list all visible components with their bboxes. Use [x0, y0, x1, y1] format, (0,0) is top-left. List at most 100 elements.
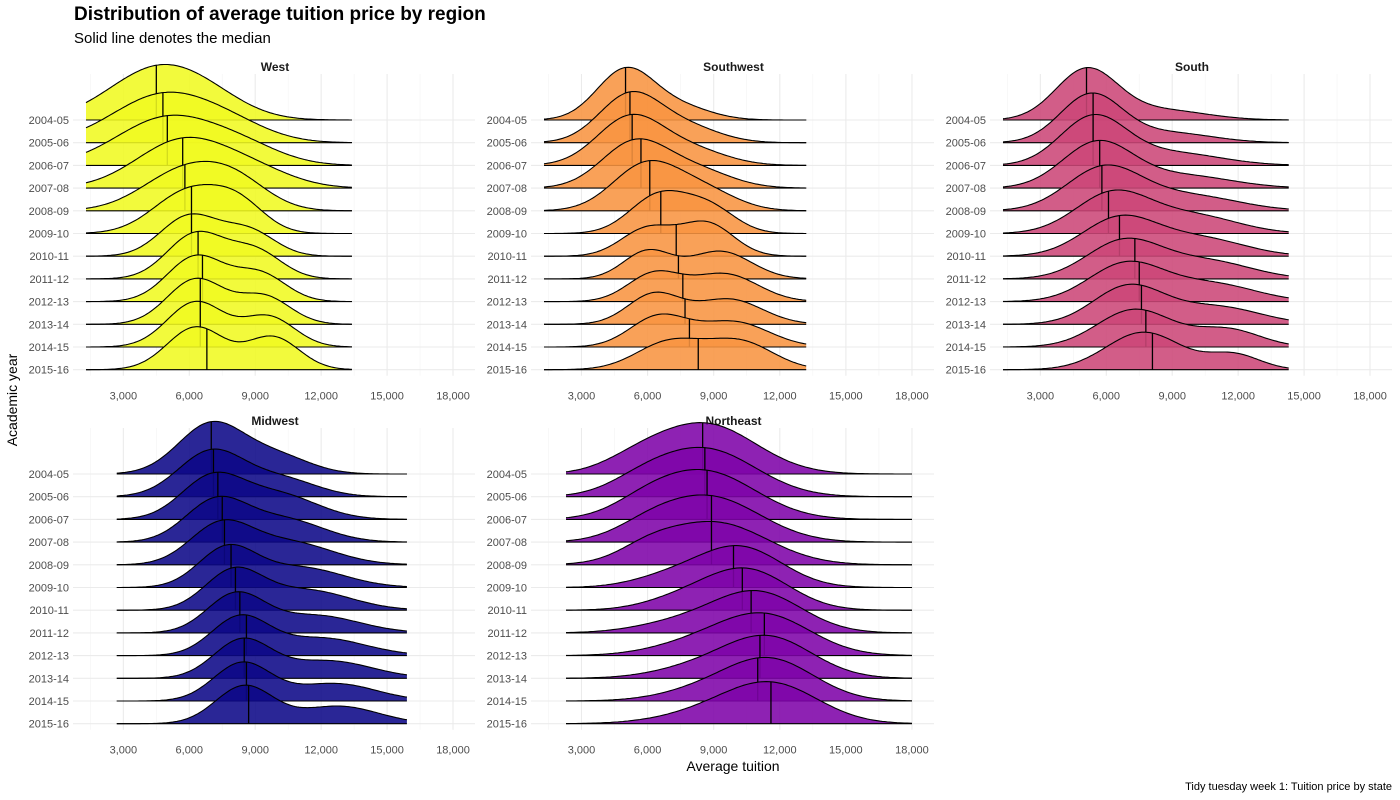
- y-tick-label: 2004-05: [487, 469, 527, 481]
- x-tick-label: 12,000: [763, 745, 797, 757]
- y-tick-label: 2005-06: [29, 138, 69, 150]
- ridge-outline: [116, 448, 407, 498]
- y-tick-label: 2012-13: [487, 297, 527, 309]
- ridge-area: [1003, 140, 1289, 189]
- ridge-outline: [116, 566, 407, 611]
- ridge-outline: [1003, 214, 1289, 257]
- x-tick-label: 18,000: [895, 745, 929, 757]
- x-tick-label: 18,000: [436, 391, 470, 403]
- y-tick-label: 2008-09: [487, 206, 527, 218]
- y-tick-label: 2013-14: [29, 319, 69, 331]
- ridge-area: [544, 270, 807, 302]
- y-tick-label: 2009-10: [946, 229, 986, 241]
- x-tick-label: 9,000: [241, 391, 269, 403]
- y-tick-label: 2005-06: [29, 492, 69, 504]
- y-tick-label: 2012-13: [487, 651, 527, 663]
- ridge-midwest-2015-16: [116, 684, 407, 725]
- ridge-area: [116, 421, 407, 474]
- x-tick-label: 3,000: [568, 391, 596, 403]
- ridge-area: [544, 292, 807, 325]
- y-tick-label: 2014-15: [29, 696, 69, 708]
- ridge-outline: [116, 495, 407, 543]
- y-tick-label: 2012-13: [29, 297, 69, 309]
- y-tick-label: 2015-16: [487, 719, 527, 731]
- y-tick-label: 2010-11: [29, 251, 69, 263]
- ridge-area: [1003, 165, 1289, 211]
- y-tick-label: 2015-16: [487, 365, 527, 377]
- ridge-outline: [116, 420, 407, 475]
- ridge-area: [116, 472, 407, 520]
- x-tick-label: 9,000: [241, 745, 269, 757]
- ridge-outline: [85, 91, 352, 144]
- x-tick-label: 3,000: [110, 391, 138, 403]
- ridge-area: [566, 590, 912, 633]
- ridge-outline: [544, 190, 807, 235]
- ridge-outline: [116, 661, 407, 702]
- ridge-south-2004-05: [1002, 67, 1289, 121]
- y-axis-label: Academic year: [4, 353, 20, 446]
- x-tick-label: 6,000: [176, 745, 204, 757]
- ridge-area: [544, 190, 807, 234]
- ridge-outline: [86, 230, 352, 280]
- ridge-outline: [116, 519, 407, 566]
- ridge-outline: [544, 313, 807, 348]
- ridge-area: [116, 519, 407, 565]
- ridge-outline: [86, 326, 352, 371]
- x-tick-label: 6,000: [634, 745, 662, 757]
- ridge-southwest-2010-11: [544, 220, 807, 257]
- facet-title-midwest: Midwest: [251, 414, 298, 428]
- ridge-west-2015-16: [85, 326, 352, 371]
- ridge-outline: [85, 136, 352, 188]
- y-tick-label: 2014-15: [487, 696, 527, 708]
- ridge-outline: [565, 422, 912, 475]
- ridge-area: [544, 338, 807, 370]
- ridge-outline: [1003, 260, 1289, 302]
- ridge-area: [116, 661, 407, 701]
- ridge-outline: [116, 543, 407, 589]
- ridge-area: [116, 685, 407, 724]
- ridge-area: [116, 449, 407, 497]
- y-tick-label: 2011-12: [29, 274, 69, 286]
- ridge-outline: [543, 159, 807, 212]
- ridge-outline: [544, 337, 807, 371]
- ridge-outline: [85, 114, 352, 166]
- ridge-outline: [1002, 113, 1289, 166]
- y-tick-label: 2010-11: [29, 605, 69, 617]
- y-tick-label: 2007-08: [946, 183, 986, 195]
- x-axis-label: Average tuition: [686, 758, 779, 774]
- ridge-outline: [116, 684, 407, 725]
- ridge-outline: [566, 567, 912, 611]
- ridge-area: [566, 521, 912, 565]
- x-tick-label: 3,000: [110, 745, 138, 757]
- y-tick-label: 2011-12: [29, 628, 69, 640]
- x-tick-label: 15,000: [370, 391, 404, 403]
- ridge-area: [1003, 332, 1289, 370]
- ridge-outline: [543, 138, 807, 189]
- ridge-southwest-2015-16: [544, 337, 807, 371]
- ridge-outline: [565, 545, 912, 589]
- ridge-outline: [116, 637, 407, 679]
- ridge-southwest-2012-13: [544, 270, 807, 303]
- y-tick-label: 2004-05: [946, 115, 986, 127]
- ridge-area: [86, 231, 352, 279]
- ridge-area: [1003, 284, 1289, 325]
- ridge-outline: [1002, 164, 1289, 211]
- ridge-area: [116, 638, 407, 679]
- y-tick-label: 2005-06: [487, 138, 527, 150]
- ridge-outline: [86, 277, 352, 325]
- y-tick-label: 2015-16: [946, 365, 986, 377]
- y-tick-label: 2012-13: [29, 651, 69, 663]
- y-tick-label: 2007-08: [487, 183, 527, 195]
- ridge-outline: [565, 468, 912, 520]
- ridge-outline: [544, 248, 807, 280]
- y-tick-label: 2009-10: [29, 229, 69, 241]
- ridge-outline: [1003, 283, 1289, 325]
- ridge-outline: [565, 446, 912, 498]
- x-tick-label: 18,000: [895, 391, 929, 403]
- x-tick-label: 3,000: [1027, 391, 1055, 403]
- y-tick-label: 2013-14: [29, 673, 69, 685]
- ridge-outline: [544, 270, 807, 303]
- y-tick-label: 2013-14: [946, 319, 986, 331]
- x-tick-label: 9,000: [700, 391, 728, 403]
- ridge-area: [1003, 238, 1289, 279]
